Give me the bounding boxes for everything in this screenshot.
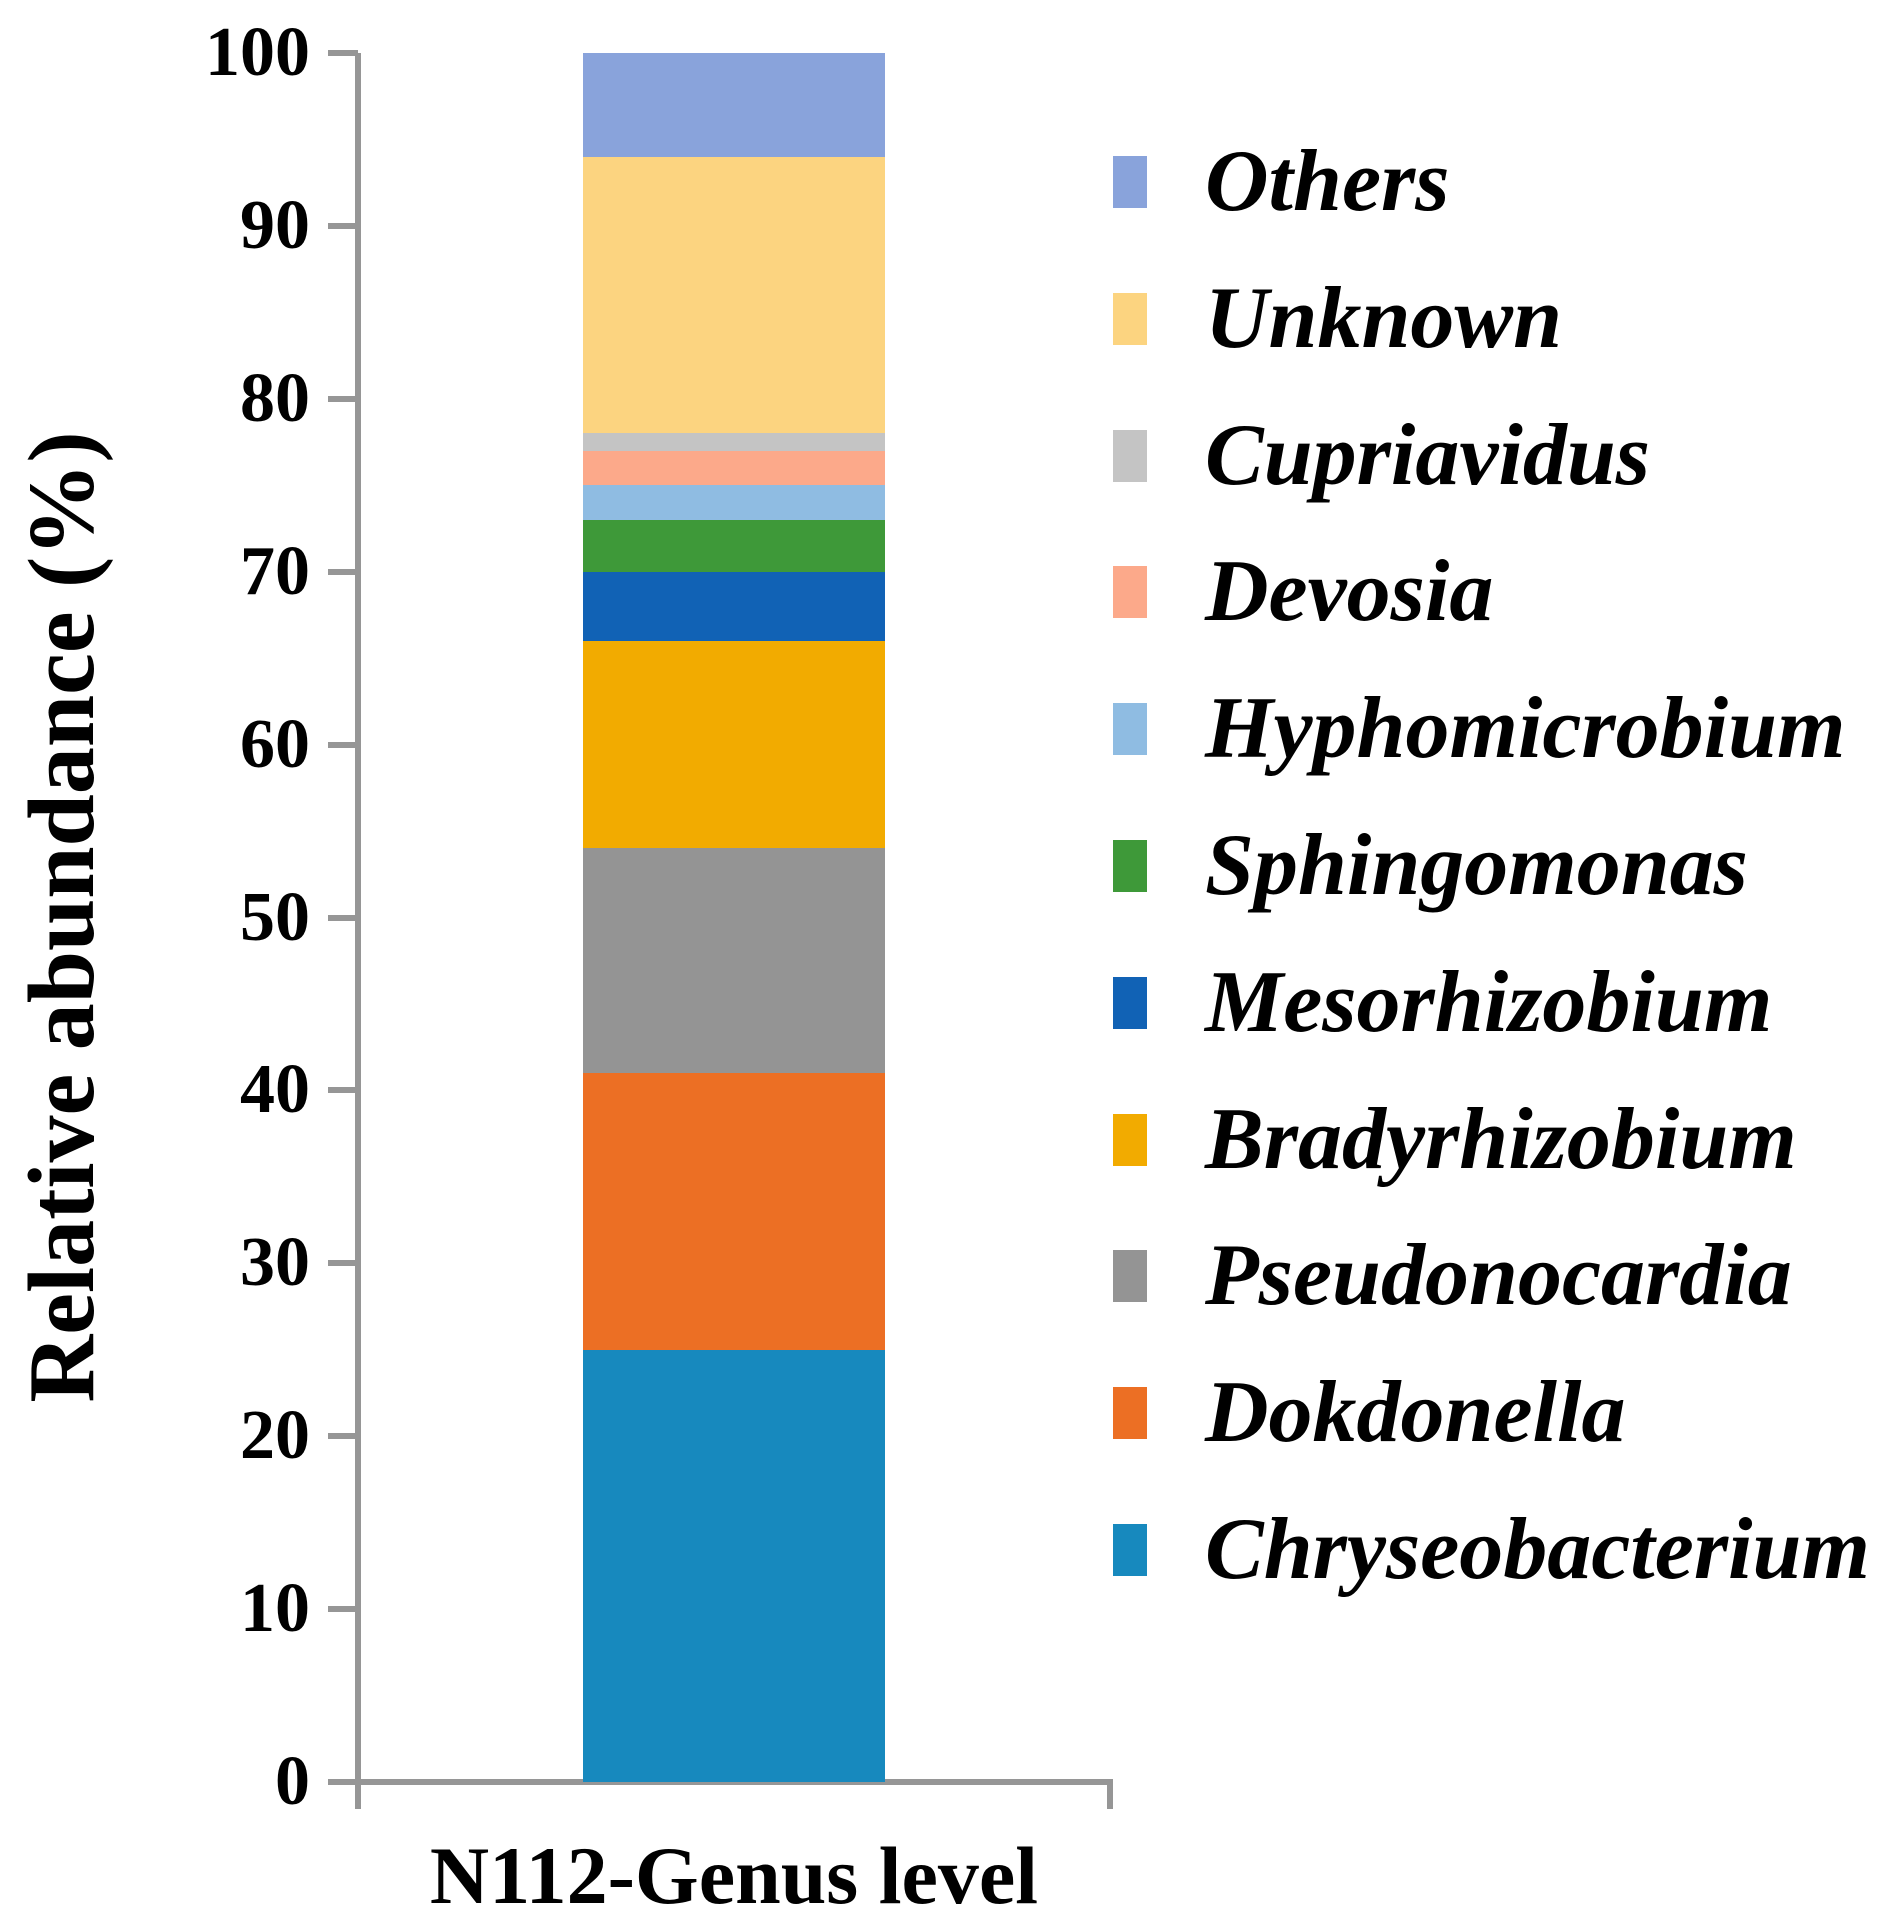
legend-label-chryseobacterium: Chryseobacterium — [1205, 1501, 1870, 1598]
legend-label-devosia: Devosia — [1205, 543, 1494, 641]
y-tick-label-20: 20 — [240, 1397, 310, 1475]
bar-segment-sphingomonas — [583, 519, 885, 572]
bar-segment-pseudonocardia — [583, 848, 885, 1074]
y-tick-label-80: 80 — [240, 359, 310, 437]
legend-swatch-unknown — [1113, 292, 1147, 345]
bar-segment-dokdonella — [583, 1073, 885, 1350]
legend-swatch-hyphomicrobium — [1113, 703, 1147, 756]
y-tick-70 — [328, 568, 358, 575]
bar-segment-chryseobacterium — [583, 1349, 885, 1782]
x-axis-end-tick — [1107, 1779, 1113, 1809]
y-tick-10 — [328, 1606, 358, 1613]
legend-swatch-sphingomonas — [1113, 840, 1147, 892]
legend-swatch-pseudonocardia — [1113, 1250, 1147, 1303]
legend-label-others: Others — [1205, 133, 1450, 230]
bar-segment-devosia — [583, 450, 885, 486]
legend-label-mesorhizobium: Mesorhizobium — [1205, 953, 1773, 1051]
y-tick-label-10: 10 — [240, 1570, 310, 1648]
y-tick-0 — [328, 1779, 358, 1785]
legend-label-bradyrhizobium: Bradyrhizobium — [1205, 1090, 1797, 1188]
y-tick-label-30: 30 — [240, 1224, 310, 1302]
legend-label-hyphomicrobium: Hyphomicrobium — [1205, 680, 1846, 778]
y-tick-40 — [328, 1087, 358, 1094]
legend-swatch-devosia — [1113, 566, 1147, 619]
legend-swatch-dokdonella — [1113, 1387, 1147, 1440]
legend-swatch-bradyrhizobium — [1113, 1113, 1147, 1166]
y-tick-100 — [328, 50, 358, 56]
legend-swatch-cupriavidus — [1113, 429, 1147, 482]
legend-label-sphingomonas: Sphingomonas — [1205, 817, 1748, 914]
bar-segment-mesorhizobium — [583, 571, 885, 641]
y-tick-label-100: 100 — [205, 14, 310, 91]
legend-label-pseudonocardia: Pseudonocardia — [1205, 1227, 1792, 1325]
y-tick-label-90: 90 — [240, 186, 310, 264]
legend-swatch-others — [1113, 156, 1147, 208]
bar-segment-hyphomicrobium — [583, 485, 885, 520]
y-tick-80 — [328, 395, 358, 402]
y-tick-label-0: 0 — [275, 1743, 310, 1820]
y-tick-50 — [328, 914, 358, 921]
y-axis-line — [355, 53, 361, 1809]
x-axis-line — [328, 1779, 1113, 1785]
legend-label-cupriavidus: Cupriavidus — [1205, 406, 1651, 504]
bar-segment-bradyrhizobium — [583, 640, 885, 849]
bar-segment-unknown — [583, 156, 885, 434]
y-tick-90 — [328, 222, 358, 229]
y-tick-label-60: 60 — [240, 705, 310, 783]
y-tick-60 — [328, 741, 358, 748]
x-axis-label: N112-Genus level — [429, 1830, 1039, 1921]
y-tick-30 — [328, 1260, 358, 1267]
y-tick-20 — [328, 1433, 358, 1440]
y-tick-label-50: 50 — [240, 878, 310, 956]
legend-label-dokdonella: Dokdonella — [1205, 1364, 1626, 1462]
bar-segment-cupriavidus — [583, 433, 885, 451]
legend-swatch-chryseobacterium — [1113, 1524, 1147, 1576]
legend-swatch-mesorhizobium — [1113, 976, 1147, 1029]
y-tick-label-70: 70 — [240, 532, 310, 610]
y-tick-label-40: 40 — [240, 1051, 310, 1129]
legend-label-unknown: Unknown — [1205, 269, 1563, 367]
bar-segment-others — [583, 53, 885, 157]
